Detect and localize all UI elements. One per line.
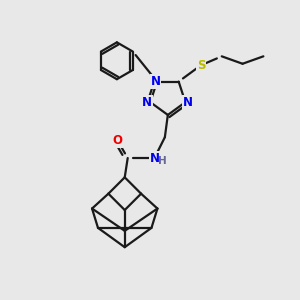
Text: H: H: [158, 156, 167, 166]
Text: N: N: [149, 152, 160, 164]
Text: N: N: [151, 75, 160, 88]
Text: S: S: [197, 59, 205, 72]
Text: O: O: [112, 134, 122, 147]
Text: N: N: [142, 96, 152, 109]
Text: N: N: [183, 96, 193, 109]
